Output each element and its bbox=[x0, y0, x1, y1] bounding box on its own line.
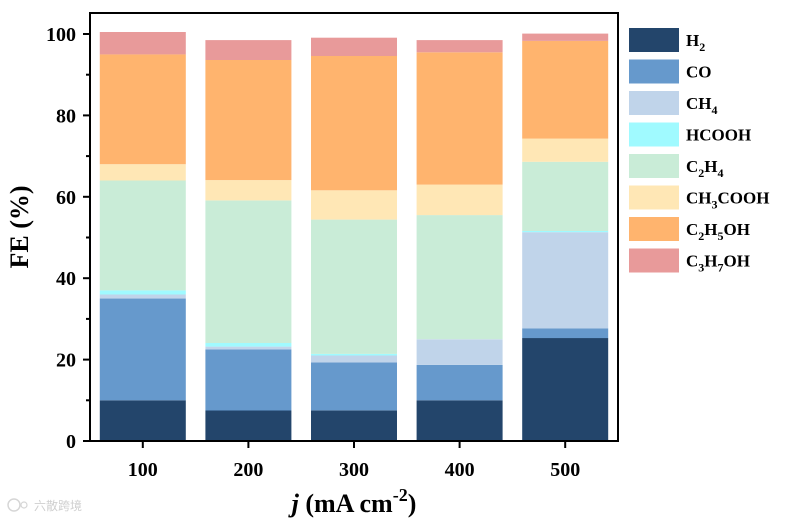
x-tick-label: 500 bbox=[550, 459, 580, 481]
bar-segment-c2h5oh-500 bbox=[522, 40, 609, 139]
bar-segment-co-300 bbox=[311, 362, 397, 411]
bar-segment-hcooh-500 bbox=[522, 231, 609, 233]
bar-segment-ch4-300 bbox=[311, 355, 397, 363]
bar-segment-c2h4-200 bbox=[205, 200, 292, 343]
bar-segment-c3h7oh-100 bbox=[99, 32, 186, 55]
bar-segment-c2h4-300 bbox=[311, 219, 397, 354]
bar-segment-ch3cooh-200 bbox=[205, 180, 292, 201]
watermark-icon-dot bbox=[20, 501, 28, 509]
bar-segment-c3h7oh-300 bbox=[311, 37, 397, 56]
bar-segment-co-400 bbox=[416, 364, 503, 401]
bar-segment-hcooh-200 bbox=[205, 342, 292, 347]
x-tick-label: 300 bbox=[339, 459, 369, 481]
bar-segment-h2-300 bbox=[311, 410, 397, 441]
bar-segment-ch4-500 bbox=[522, 232, 609, 329]
legend-label-c3h7oh: C3H7OH bbox=[686, 252, 750, 275]
legend-label-ch4: CH4 bbox=[686, 94, 718, 117]
y-tick-label: 20 bbox=[56, 350, 76, 372]
legend-swatch-hcooh bbox=[629, 122, 679, 147]
legend-swatch-h2 bbox=[629, 28, 679, 52]
x-tick-label: 100 bbox=[128, 459, 158, 481]
axis-ticks bbox=[83, 33, 567, 448]
legend-label-h2: H2 bbox=[686, 31, 705, 54]
bar-segment-c2h4-500 bbox=[522, 161, 609, 231]
x-axis-title: j (mA cm-2) bbox=[288, 485, 417, 518]
legend-swatch-ch3cooh bbox=[629, 185, 679, 210]
legend-label-ch3cooh: CH3COOH bbox=[686, 189, 769, 212]
bar-segment-c2h4-400 bbox=[416, 215, 503, 340]
x-tick-label: 400 bbox=[445, 459, 475, 481]
bar-segment-c3h7oh-500 bbox=[522, 33, 609, 41]
bar-segment-h2-200 bbox=[205, 410, 292, 441]
bar-segment-ch4-200 bbox=[205, 346, 292, 350]
y-tick-labels: 0 20 40 60 80 100 bbox=[46, 24, 76, 453]
y-axis-title: FE (%) bbox=[5, 185, 34, 268]
legend-label-c2h4: C2H4 bbox=[686, 157, 724, 180]
bar-segment-c2h5oh-200 bbox=[205, 60, 292, 181]
bar-segment-c3h7oh-400 bbox=[416, 40, 503, 53]
bar-segment-ch4-100 bbox=[99, 294, 186, 299]
legend-swatch-c2h5oh bbox=[629, 217, 679, 241]
legend: H2 CO CH4 HCOOH C2H4 CH3COOH C2H5OH C3H7OH bbox=[629, 28, 769, 275]
y-tick-label: 60 bbox=[56, 187, 76, 209]
y-tick-label: 100 bbox=[46, 24, 76, 46]
bar-segment-h2-500 bbox=[522, 338, 609, 441]
x-tick-label: 200 bbox=[233, 459, 263, 481]
bar-segment-h2-400 bbox=[416, 400, 503, 441]
bar-segment-hcooh-100 bbox=[99, 290, 186, 295]
x-tick-labels: 100 200 300 400 500 bbox=[128, 459, 580, 481]
bar-segment-hcooh-300 bbox=[311, 353, 397, 356]
legend-swatch-ch4 bbox=[629, 91, 679, 115]
bar-segment-ch3cooh-400 bbox=[416, 184, 503, 216]
bar-segment-c2h4-100 bbox=[99, 180, 186, 291]
bar-segment-c2h5oh-100 bbox=[99, 54, 186, 165]
y-tick-label: 0 bbox=[66, 431, 76, 453]
legend-label-c2h5oh: C2H5OH bbox=[686, 220, 750, 243]
y-tick-label: 80 bbox=[56, 105, 76, 127]
bar-segment-ch3cooh-500 bbox=[522, 138, 609, 162]
watermark: 六散跨境 bbox=[7, 498, 82, 513]
bar-segment-co-200 bbox=[205, 349, 292, 411]
legend-swatch-co bbox=[629, 59, 679, 84]
bar-segment-ch3cooh-300 bbox=[311, 190, 397, 220]
legend-label-co: CO bbox=[686, 63, 712, 82]
watermark-text: 六散跨境 bbox=[34, 498, 82, 513]
y-tick-label: 40 bbox=[56, 268, 76, 290]
bar-segment-co-100 bbox=[99, 298, 186, 401]
bar-segment-co-500 bbox=[522, 328, 609, 339]
watermark-icon bbox=[7, 498, 21, 512]
bar-segment-h2-100 bbox=[99, 400, 186, 441]
bars-layer bbox=[99, 32, 609, 441]
bar-segment-c2h5oh-300 bbox=[311, 56, 397, 191]
legend-swatch-c3h7oh bbox=[629, 248, 679, 273]
bar-segment-c2h5oh-400 bbox=[416, 52, 503, 185]
bar-segment-ch4-400 bbox=[416, 339, 503, 365]
bar-segment-ch3cooh-100 bbox=[99, 164, 186, 181]
legend-label-hcooh: HCOOH bbox=[686, 126, 751, 145]
legend-swatch-c2h4 bbox=[629, 154, 679, 178]
bar-segment-c3h7oh-200 bbox=[205, 40, 292, 60]
